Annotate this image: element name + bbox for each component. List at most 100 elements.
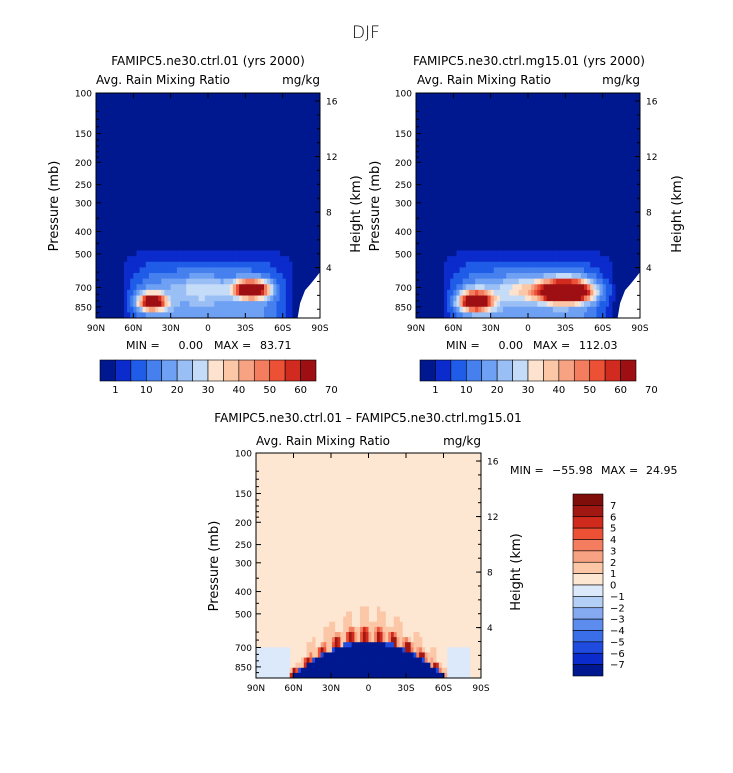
diff-cell (413, 652, 417, 658)
y-tick-label: 150 (235, 490, 252, 500)
diff-cell (329, 667, 333, 674)
field-cell (577, 273, 582, 280)
field-cell (450, 267, 454, 274)
field-cell (590, 278, 594, 285)
diff-cell (450, 672, 454, 679)
diff-cell (396, 626, 400, 633)
field-cell (192, 312, 196, 319)
diff-cell (368, 662, 372, 669)
diff-cell (329, 652, 333, 658)
field-cell (180, 306, 184, 313)
diff-cell (447, 667, 451, 674)
diff-cell (264, 667, 268, 674)
diff-cell (466, 662, 471, 669)
field-cell (276, 278, 280, 285)
field-cell (211, 295, 215, 302)
diff-cell (416, 647, 420, 653)
field-cell (248, 295, 252, 302)
field-cell (559, 267, 563, 274)
field-cell (478, 306, 482, 313)
height-tick-label: 16 (646, 98, 658, 108)
field-cell (201, 278, 206, 285)
field-cell (257, 250, 262, 257)
field-cell (605, 306, 610, 313)
panel-right-min-label: MIN = (446, 339, 480, 352)
field-cell (267, 284, 271, 291)
diff-cell (374, 672, 378, 679)
field-cell (503, 267, 507, 274)
field-cell (161, 267, 165, 274)
field-cell (285, 273, 290, 280)
diff-cell (416, 637, 420, 643)
field-cell (577, 306, 582, 313)
diff-cell (402, 652, 406, 658)
field-cell (524, 284, 529, 291)
field-cell (506, 250, 510, 257)
field-cell (186, 289, 190, 296)
field-cell (531, 306, 535, 313)
diff-cell (399, 662, 403, 669)
field-cell (506, 284, 510, 291)
field-cell (468, 261, 473, 268)
field-cell (556, 278, 560, 285)
field-cell (236, 295, 240, 302)
diff-cell (452, 662, 457, 669)
diff-cell (334, 637, 338, 643)
field-cell (608, 284, 613, 291)
diff-cell (303, 662, 308, 669)
diff-cell (362, 626, 367, 633)
field-cell (568, 267, 572, 274)
field-cell (201, 267, 206, 274)
height-tick-label: 12 (326, 153, 337, 163)
diff-cell (371, 642, 375, 648)
panel-diff-max-label: MAX = (601, 464, 638, 477)
field-cell (133, 273, 137, 280)
diff-cell (295, 662, 299, 669)
field-cell (590, 261, 594, 268)
diff-cell (464, 647, 468, 653)
field-cell (552, 278, 557, 285)
field-cell (512, 284, 516, 291)
field-cell (574, 289, 579, 296)
diff-cell (264, 652, 268, 658)
field-cell (223, 306, 228, 313)
field-cell (546, 306, 551, 313)
field-cell (472, 301, 476, 308)
colorbar-label: 70 (325, 385, 338, 396)
field-cell (612, 284, 616, 291)
diff-cell (396, 621, 400, 628)
field-cell (229, 312, 234, 319)
panel-difference: FAMIPC5.ne30.ctrl.01 – FAMIPC5.ne30.ctrl… (207, 411, 678, 694)
field-cell (173, 289, 178, 296)
field-cell (509, 284, 513, 291)
field-cell (136, 301, 140, 308)
field-cell (127, 289, 131, 296)
field-cell (587, 306, 591, 313)
field-cell (130, 267, 134, 274)
field-cell (506, 301, 510, 308)
field-cell (180, 267, 184, 274)
field-cell (276, 256, 280, 263)
field-cell (444, 289, 448, 296)
colorbar-label: 60 (614, 385, 627, 396)
field-cell (574, 295, 579, 302)
field-cell (176, 312, 181, 319)
diff-cell (270, 672, 274, 679)
diff-cell (258, 672, 263, 679)
diff-cell (360, 647, 364, 653)
field-cell (145, 312, 150, 319)
diff-cell (385, 662, 389, 669)
diff-cell (326, 657, 330, 664)
field-cell (232, 273, 237, 280)
field-cell (195, 278, 200, 285)
field-cell (593, 278, 597, 285)
field-cell (521, 256, 526, 263)
field-cell (605, 261, 610, 268)
field-cell (251, 261, 256, 268)
field-cell (245, 284, 249, 291)
diff-cell (461, 652, 465, 658)
field-cell (549, 289, 554, 296)
field-cell (490, 295, 495, 302)
field-cell (130, 284, 134, 291)
field-cell (282, 306, 287, 313)
